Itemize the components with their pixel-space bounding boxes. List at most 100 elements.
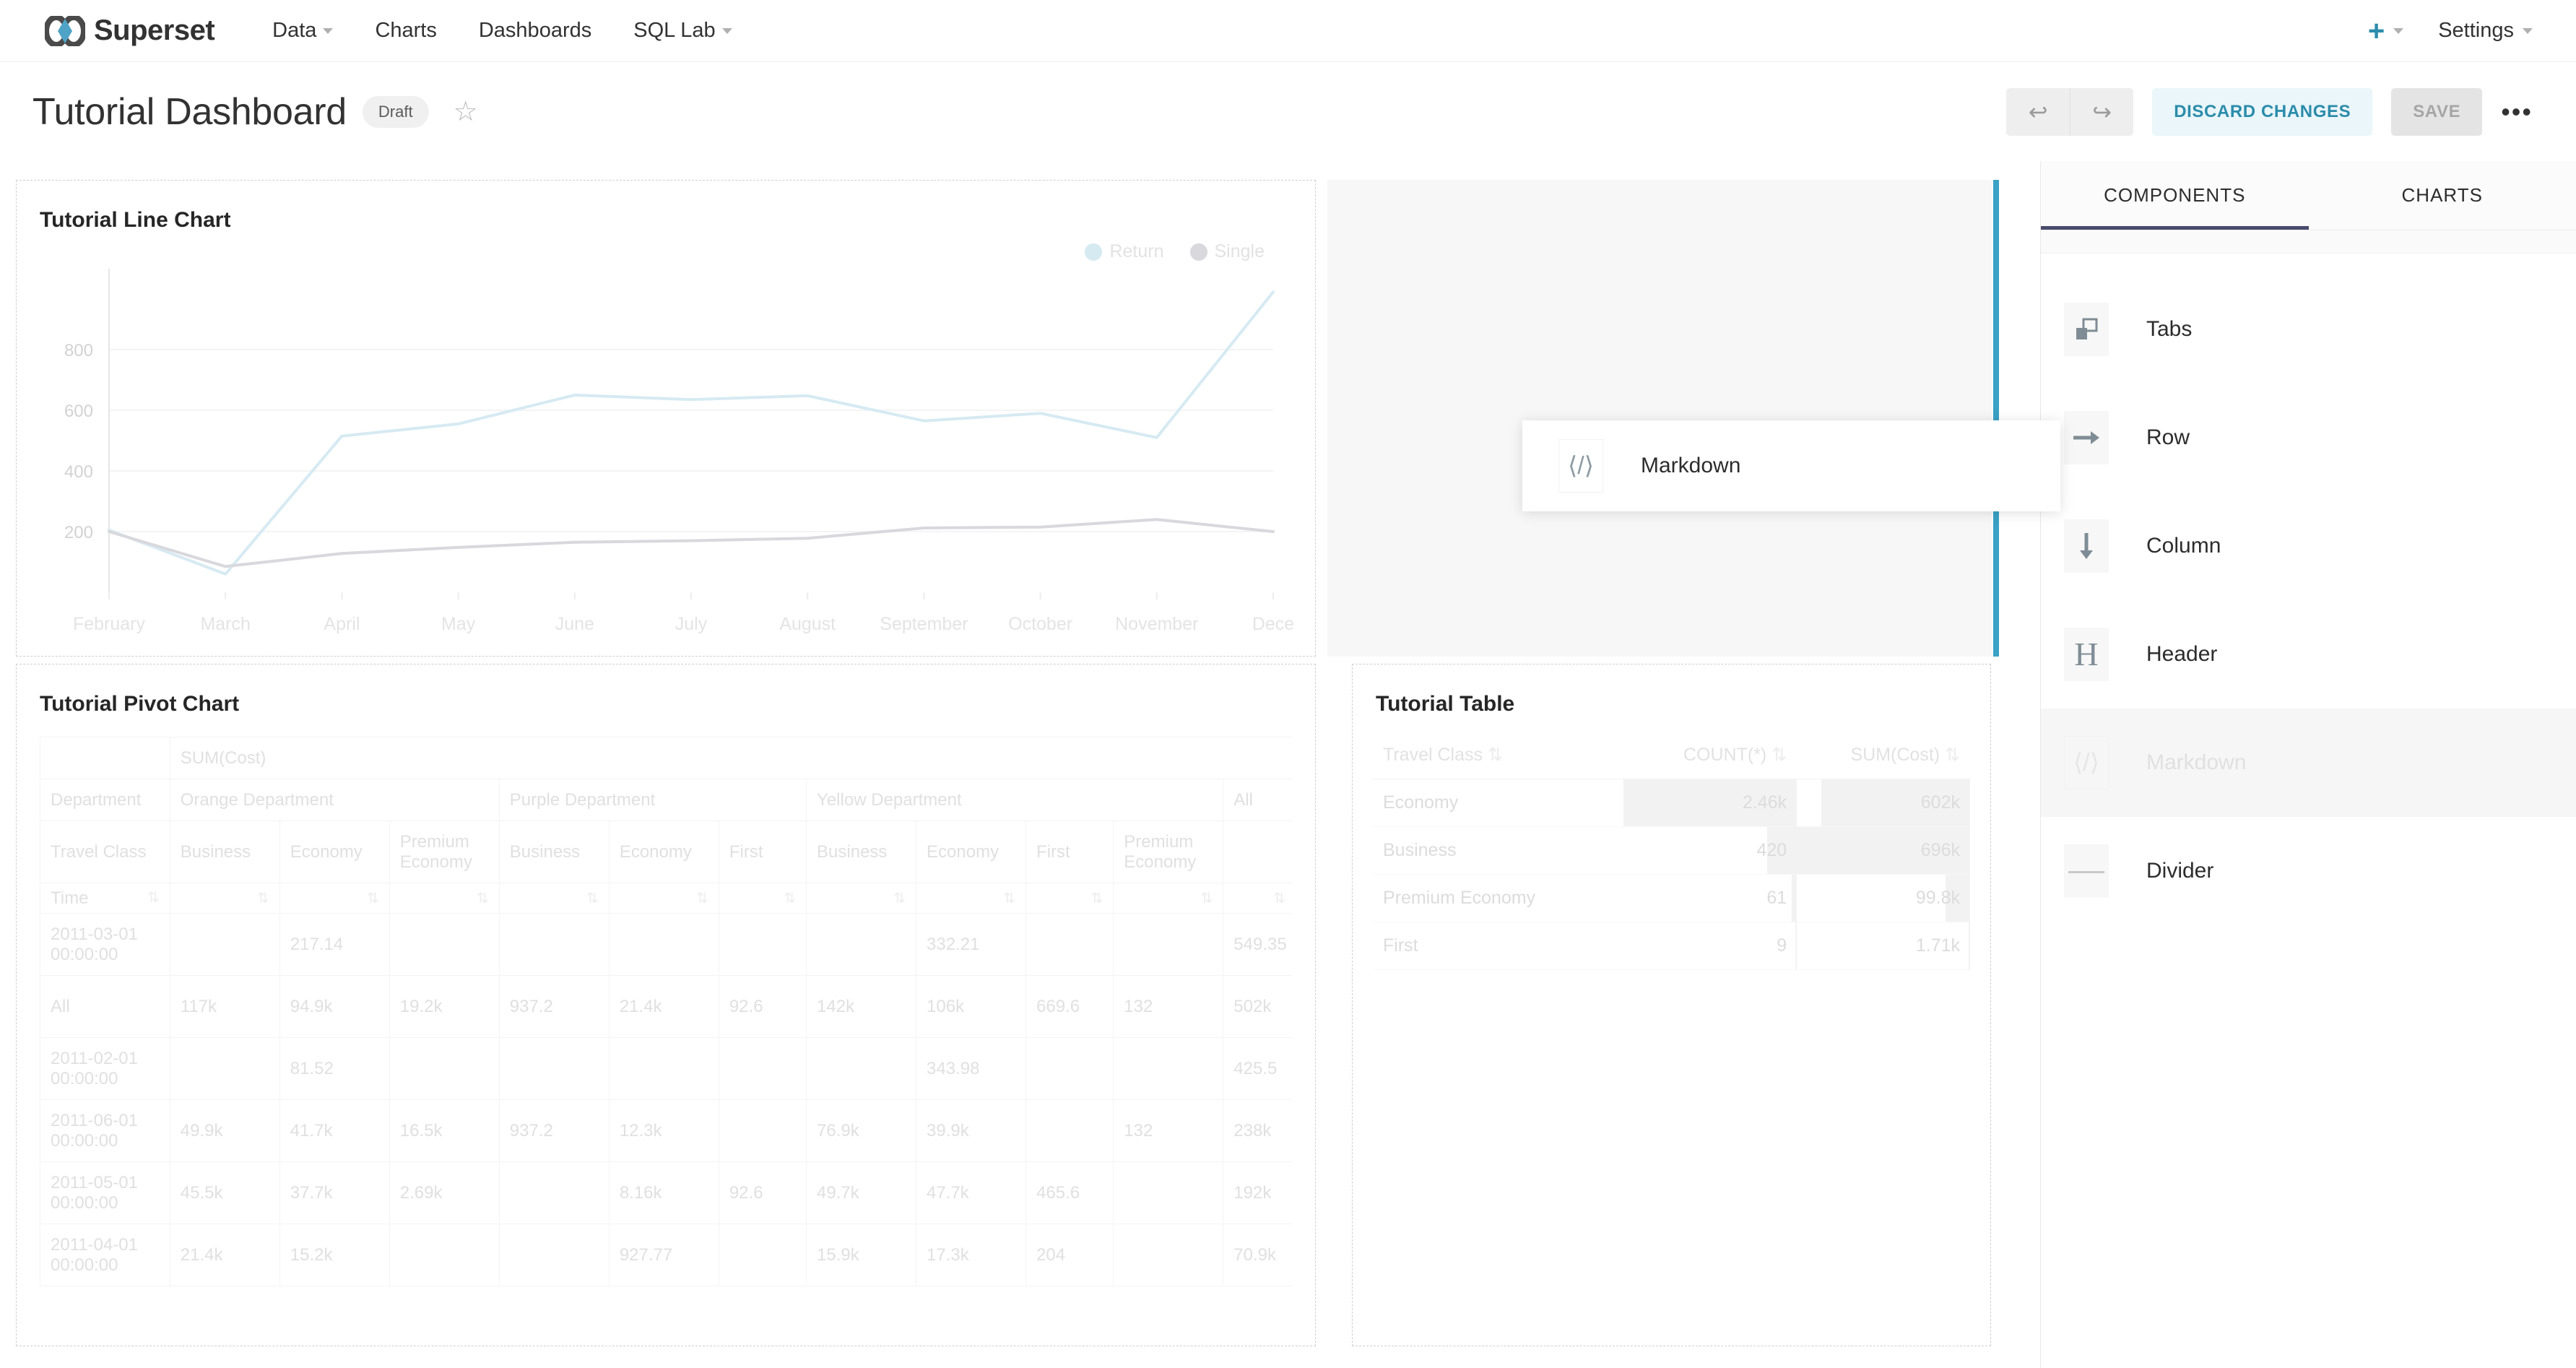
sort-icon[interactable]: ⇅ bbox=[1766, 745, 1787, 765]
pivot-cell bbox=[498, 913, 610, 976]
settings-menu-button[interactable]: Settings bbox=[2438, 19, 2533, 43]
sort-icon[interactable]: ⇅ bbox=[784, 891, 797, 906]
tab-charts[interactable]: CHARTS bbox=[2401, 184, 2483, 206]
x-axis-tick: February bbox=[73, 614, 146, 634]
component-item-divider[interactable]: Divider bbox=[2041, 817, 2576, 925]
sort-icon[interactable]: ⇅ bbox=[1003, 891, 1016, 906]
markdown-drag-preview-card[interactable]: ⟨/⟩ Markdown bbox=[1522, 420, 2060, 511]
cell-value: 1.71k bbox=[1915, 935, 1960, 956]
x-axis-tick: March bbox=[200, 614, 250, 634]
component-item-row[interactable]: Row bbox=[2041, 384, 2576, 492]
cell-value: 602k bbox=[1920, 792, 1960, 813]
pivot-cell: 92.6 bbox=[718, 975, 807, 1038]
legend-label-single: Single bbox=[1214, 241, 1265, 261]
x-axis-tick: June bbox=[555, 614, 594, 634]
nav-link-dashboards[interactable]: Dashboards bbox=[479, 19, 591, 43]
brand-name: Superset bbox=[94, 14, 215, 46]
cell-bar bbox=[1791, 875, 1797, 922]
component-item-header[interactable]: H Header bbox=[2041, 600, 2576, 709]
pivot-column-sort-header[interactable]: ⇅ bbox=[389, 883, 500, 914]
column-header-count[interactable]: COUNT(*) ⇅ bbox=[1623, 737, 1797, 779]
pivot-cell: 142k bbox=[806, 975, 917, 1038]
x-axis-tick: August bbox=[779, 614, 836, 634]
sort-icon[interactable]: ⇅ bbox=[1483, 745, 1503, 765]
pivot-column-sort-header[interactable]: ⇅ bbox=[718, 883, 807, 914]
tabs-icon bbox=[2064, 303, 2109, 356]
favorite-star-icon[interactable]: ☆ bbox=[453, 96, 478, 127]
column-header-sum-cost[interactable]: SUM(Cost) ⇅ bbox=[1797, 737, 1970, 779]
header-actions: ↩ ↪ DISCARD CHANGES SAVE ••• bbox=[2006, 87, 2533, 136]
redo-button[interactable]: ↪ bbox=[2070, 87, 2133, 136]
save-button[interactable]: SAVE bbox=[2391, 87, 2483, 136]
sort-icon[interactable]: ⇅ bbox=[893, 891, 906, 906]
pivot-column-sort-header[interactable]: ⇅ bbox=[498, 883, 610, 914]
settings-label: Settings bbox=[2438, 19, 2514, 42]
component-item-column[interactable]: Column bbox=[2041, 492, 2576, 600]
cell-travel-class: Business bbox=[1373, 826, 1624, 875]
header-h-icon: H bbox=[2064, 628, 2109, 681]
pivot-cell bbox=[718, 1037, 807, 1100]
legend-item-single[interactable]: Single bbox=[1189, 241, 1265, 262]
x-axis-tick: May bbox=[441, 614, 476, 634]
nav-link-sql-lab[interactable]: SQL Lab bbox=[633, 19, 732, 43]
pivot-department-label: Department bbox=[40, 779, 170, 821]
pivot-column-sort-header[interactable]: ⇅ bbox=[916, 883, 1027, 914]
component-label-markdown: Markdown bbox=[2146, 750, 2247, 774]
legend-item-return[interactable]: Return bbox=[1085, 241, 1164, 262]
sort-icon[interactable]: ⇅ bbox=[1273, 891, 1285, 906]
pivot-cell bbox=[608, 913, 719, 976]
top-navbar: Superset Data Charts Dashboards SQL Lab … bbox=[0, 0, 2576, 62]
pivot-column-sort-header[interactable]: ⇅ bbox=[1223, 883, 1292, 914]
page-title[interactable]: Tutorial Dashboard bbox=[32, 90, 347, 133]
sort-icon[interactable]: ⇅ bbox=[696, 891, 708, 906]
chart-panel-line[interactable]: Tutorial Line Chart Return Single 200 400… bbox=[16, 180, 1316, 657]
column-header-travel-class[interactable]: Travel Class ⇅ bbox=[1373, 737, 1624, 779]
component-list: Tabs Row Column bbox=[2041, 254, 2576, 925]
pivot-cell: 332.21 bbox=[916, 913, 1027, 976]
component-label-tabs: Tabs bbox=[2146, 317, 2193, 341]
undo-button[interactable]: ↩ bbox=[2028, 98, 2048, 125]
x-axis-tick: September bbox=[880, 614, 968, 634]
pivot-cell: 49.9k bbox=[169, 1099, 280, 1162]
pivot-column-sort-header[interactable]: ⇅ bbox=[1025, 883, 1114, 914]
sort-icon[interactable]: ⇅ bbox=[257, 891, 269, 906]
pivot-table-wrapper: SUM(Cost) Department Orange Department Purp… bbox=[40, 737, 1292, 1302]
more-options-button[interactable]: ••• bbox=[2501, 96, 2533, 126]
empty-drop-zone[interactable] bbox=[1327, 180, 1992, 657]
component-item-markdown[interactable]: ⟨/⟩ Markdown bbox=[2041, 709, 2576, 817]
legend-label-return: Return bbox=[1109, 241, 1164, 261]
pivot-column-sort-header[interactable]: ⇅ bbox=[1113, 883, 1224, 914]
sort-icon[interactable]: ⇅ bbox=[367, 891, 379, 906]
sort-icon[interactable]: ⇅ bbox=[1200, 891, 1213, 906]
chart-panel-table[interactable]: Tutorial Table Travel Class ⇅ COUNT(*) ⇅ S… bbox=[1352, 664, 1991, 1346]
pivot-travel-class-label: Travel Class bbox=[40, 821, 170, 883]
pivot-row-time: 2011-02-01 00:00:00 bbox=[40, 1037, 170, 1100]
pivot-column-sort-header[interactable]: ⇅ bbox=[806, 883, 917, 914]
pivot-column-sort-header[interactable]: ⇅ bbox=[169, 883, 280, 914]
pivot-cell: 16.5k bbox=[389, 1099, 500, 1162]
cell-value: 696k bbox=[1920, 840, 1960, 860]
pivot-class-header: First bbox=[1025, 821, 1114, 883]
pivot-class-header: First bbox=[718, 821, 807, 883]
pivot-class-header: Business bbox=[806, 821, 917, 883]
component-item-tabs[interactable]: Tabs bbox=[2041, 275, 2576, 384]
y-axis-tick: 800 bbox=[64, 341, 93, 360]
pivot-column-sort-header[interactable]: ⇅ bbox=[608, 883, 719, 914]
discard-changes-button[interactable]: DISCARD CHANGES bbox=[2152, 87, 2373, 136]
pivot-cell: 49.7k bbox=[806, 1161, 917, 1224]
x-axis-tick: July bbox=[675, 614, 708, 634]
chart-panel-pivot[interactable]: Tutorial Pivot Chart SUM(Cost) Department… bbox=[16, 664, 1316, 1346]
sort-icon[interactable]: ⇅ bbox=[147, 889, 160, 906]
sort-icon[interactable]: ⇅ bbox=[1090, 891, 1103, 906]
sort-icon[interactable]: ⇅ bbox=[1940, 745, 1960, 765]
new-menu-button[interactable]: + bbox=[2368, 17, 2404, 46]
brand[interactable]: Superset bbox=[43, 14, 215, 48]
sort-icon[interactable]: ⇅ bbox=[477, 891, 489, 906]
nav-link-charts[interactable]: Charts bbox=[375, 19, 436, 43]
nav-link-data[interactable]: Data bbox=[272, 19, 334, 43]
table-row: 2011-04-01 00:00:00 21.4k 15.2k 927.77 15.9k… bbox=[40, 1224, 1292, 1286]
pivot-time-sort-header[interactable]: Time ⇅ bbox=[40, 883, 170, 914]
tab-components[interactable]: COMPONENTS bbox=[2041, 161, 2309, 230]
sort-icon[interactable]: ⇅ bbox=[586, 891, 599, 906]
pivot-column-sort-header[interactable]: ⇅ bbox=[279, 883, 390, 914]
